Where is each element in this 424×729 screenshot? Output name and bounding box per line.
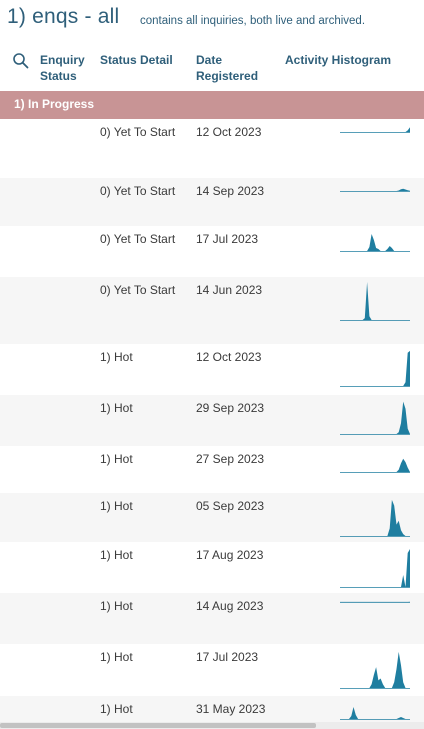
status-detail-cell: 1) Hot [100, 499, 133, 513]
status-detail-cell: 1) Hot [100, 548, 133, 562]
histogram-area [340, 651, 410, 688]
date-registered-cell: 05 Sep 2023 [196, 499, 265, 513]
title-bar: 1) enqs - all contains all inquiries, bo… [0, 0, 424, 44]
date-registered-cell: 14 Jun 2023 [196, 283, 263, 297]
histogram-area [340, 350, 410, 386]
table-row[interactable]: 1) Hot 27 Sep 2023 [0, 446, 424, 493]
status-detail-cell: 1) Hot [100, 650, 133, 664]
horizontal-scrollbar[interactable] [0, 722, 424, 729]
date-registered-cell: 12 Oct 2023 [196, 125, 262, 139]
page-subtitle: contains all inquiries, both live and ar… [140, 15, 366, 27]
status-detail-cell: 0) Yet To Start [100, 232, 176, 246]
table-row[interactable]: 1) Hot 29 Sep 2023 [0, 395, 424, 446]
activity-histogram [340, 650, 412, 689]
table-row[interactable]: 0) Yet To Start 12 Oct 2023 [0, 119, 424, 178]
search-icon[interactable] [12, 52, 30, 70]
table-row[interactable]: 1) Hot 05 Sep 2023 [0, 493, 424, 542]
histogram-area [340, 458, 410, 472]
date-registered-cell: 17 Aug 2023 [196, 548, 264, 562]
date-registered-cell: 31 May 2023 [196, 702, 266, 716]
histogram-area [340, 234, 410, 251]
table-row[interactable]: 1) Hot 17 Jul 2023 [0, 644, 424, 696]
activity-histogram [340, 498, 412, 537]
date-registered-cell: 14 Sep 2023 [196, 184, 265, 198]
column-header-date-registered[interactable]: Date Registered [196, 53, 259, 83]
activity-histogram [340, 450, 412, 473]
table-row[interactable]: 0) Yet To Start 14 Sep 2023 [0, 178, 424, 226]
date-registered-cell: 12 Oct 2023 [196, 350, 262, 364]
status-detail-cell: 1) Hot [100, 350, 133, 364]
status-detail-cell: 1) Hot [100, 401, 133, 415]
date-registered-cell: 27 Sep 2023 [196, 452, 265, 466]
activity-histogram [340, 398, 412, 435]
histogram-area [340, 188, 410, 191]
group-header-in-progress[interactable]: 1) In Progress [0, 91, 424, 119]
table-row[interactable]: 1) Hot 17 Aug 2023 [0, 542, 424, 593]
activity-histogram [340, 547, 412, 588]
status-detail-cell: 0) Yet To Start [100, 125, 176, 139]
activity-histogram [340, 124, 412, 133]
column-header-activity-histogram[interactable]: Activity Histogram [285, 53, 392, 67]
histogram-area [340, 127, 410, 132]
table-row[interactable]: 1) Hot 14 Aug 2023 [0, 593, 424, 644]
table-row[interactable]: 1) Hot 12 Oct 2023 [0, 344, 424, 395]
activity-histogram [340, 349, 412, 387]
date-registered-cell: 14 Aug 2023 [196, 599, 264, 613]
table-row[interactable]: 0) Yet To Start 17 Jul 2023 [0, 226, 424, 277]
scrollbar-thumb[interactable] [0, 723, 316, 728]
histogram-area [340, 549, 410, 587]
status-detail-cell: 1) Hot [100, 702, 133, 716]
histogram-area [340, 401, 410, 434]
status-detail-cell: 0) Yet To Start [100, 184, 176, 198]
activity-histogram [340, 282, 412, 321]
activity-histogram [340, 599, 412, 603]
status-detail-cell: 1) Hot [100, 452, 133, 466]
date-registered-cell: 17 Jul 2023 [196, 650, 259, 664]
activity-histogram [340, 699, 412, 720]
date-registered-cell: 29 Sep 2023 [196, 401, 265, 415]
page-title: 1) enqs - all [7, 5, 120, 28]
column-header-status-detail[interactable]: Status Detail [100, 53, 173, 67]
activity-histogram [340, 231, 412, 252]
histogram-area [340, 499, 410, 536]
table-header: Enquiry Status Status Detail Date Regist… [0, 46, 424, 90]
column-header-enquiry-status[interactable]: Enquiry Status [40, 53, 85, 83]
histogram-area [340, 707, 410, 719]
group-label: 1) In Progress [14, 97, 95, 111]
table-row[interactable]: 0) Yet To Start 14 Jun 2023 [0, 277, 424, 344]
histogram-area [340, 282, 410, 320]
date-registered-cell: 17 Jul 2023 [196, 232, 259, 246]
activity-histogram [340, 186, 412, 192]
status-detail-cell: 0) Yet To Start [100, 283, 176, 297]
status-detail-cell: 1) Hot [100, 599, 133, 613]
